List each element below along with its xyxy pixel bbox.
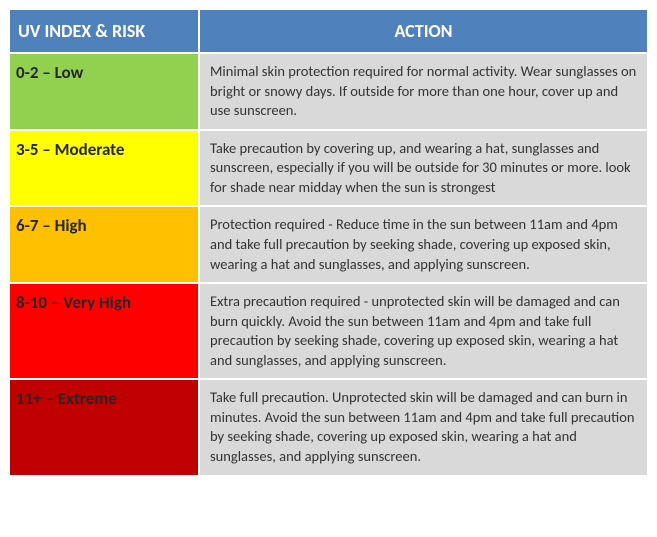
- action-cell-moderate: Take precaution by covering up, and wear…: [199, 130, 648, 207]
- action-cell-extreme: Take full precaution. Unprotected skin w…: [199, 379, 648, 475]
- risk-cell-moderate: 3-5 – Moderate: [9, 130, 199, 207]
- risk-cell-extreme: 11+ – Extreme: [9, 379, 199, 475]
- risk-cell-low: 0-2 – Low: [9, 53, 199, 130]
- action-cell-low: Minimal skin protection required for nor…: [199, 53, 648, 130]
- table-row: 3-5 – Moderate Take precaution by coveri…: [9, 130, 648, 207]
- risk-cell-high: 6-7 – High: [9, 206, 199, 283]
- action-cell-high: Protection required - Reduce time in the…: [199, 206, 648, 283]
- table-row: 0-2 – Low Minimal skin protection requir…: [9, 53, 648, 130]
- action-cell-veryhigh: Extra precaution required - unprotected …: [199, 283, 648, 379]
- risk-cell-veryhigh: 8-10 – Very High: [9, 283, 199, 379]
- table-body: 0-2 – Low Minimal skin protection requir…: [9, 53, 648, 476]
- header-row: UV INDEX & RISK ACTION: [9, 9, 648, 53]
- table-row: 6-7 – High Protection required - Reduce …: [9, 206, 648, 283]
- header-action: ACTION: [199, 9, 648, 53]
- table-row: 8-10 – Very High Extra precaution requir…: [9, 283, 648, 379]
- header-risk: UV INDEX & RISK: [9, 9, 199, 53]
- uv-index-table: UV INDEX & RISK ACTION 0-2 – Low Minimal…: [8, 8, 649, 477]
- table-row: 11+ – Extreme Take full precaution. Unpr…: [9, 379, 648, 475]
